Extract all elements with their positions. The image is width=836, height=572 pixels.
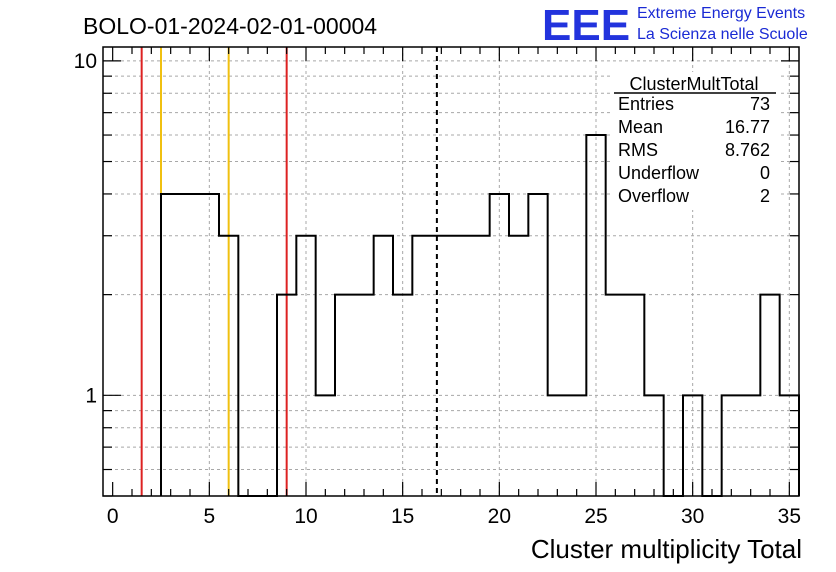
stats-row-value: 2 (760, 186, 770, 206)
stats-row-label: Overflow (618, 186, 690, 206)
x-tick-label: 25 (584, 505, 607, 528)
logo: EEE Extreme Energy Events La Scienza nel… (542, 1, 808, 50)
stats-row-value: 73 (750, 94, 770, 114)
x-tick-label: 5 (203, 505, 215, 528)
stats-row-label: RMS (618, 140, 658, 160)
stats-row-value: 8.762 (725, 140, 770, 160)
stats-row-value: 0 (760, 163, 770, 183)
stats-row-label: Underflow (618, 163, 700, 183)
y-tick-label: 1 (85, 384, 97, 407)
stats-rows: Entries 73 Mean 16.77 RMS 8.762 Underflow 0 Over… (618, 94, 770, 206)
logo-line-1: Extreme Energy Events (637, 5, 805, 22)
stats-row-label: Entries (618, 94, 674, 114)
stats-row-value: 16.77 (725, 117, 770, 137)
stats-box-background (610, 72, 778, 210)
x-tick-label: 35 (778, 505, 801, 528)
x-tick-label: 10 (294, 505, 317, 528)
x-axis-label: Cluster multiplicity Total (531, 534, 802, 564)
logo-mark: EEE (542, 1, 630, 50)
x-tick-label: 20 (488, 505, 511, 528)
stats-box: ClusterMultTotal Entries 73 Mean 16.77 RMS 8.… (610, 72, 778, 210)
x-tick-label: 30 (681, 505, 704, 528)
histogram-outline (160, 134, 800, 497)
x-tick-label: 0 (107, 505, 119, 528)
plot-frame (102, 46, 800, 497)
x-tick-label: 15 (391, 505, 414, 528)
stats-row-label: Mean (618, 117, 663, 137)
logo-line-2: La Scienza nelle Scuole (637, 26, 808, 43)
histogram-series (160, 134, 800, 497)
y-tick-label: 10 (74, 50, 97, 73)
stats-box-title: ClusterMultTotal (629, 74, 758, 94)
chart-title: BOLO-01-2024-02-01-00004 (83, 13, 377, 39)
